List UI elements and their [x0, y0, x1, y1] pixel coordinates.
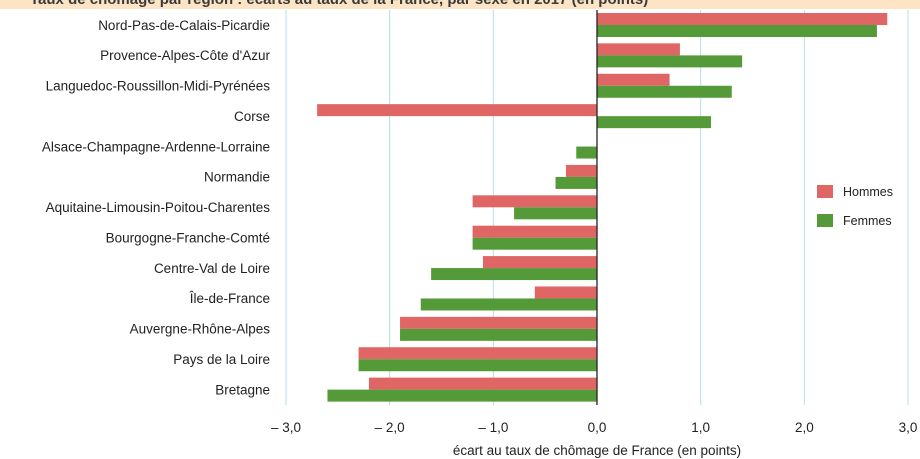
legend-label-hommes: Hommes	[843, 185, 893, 199]
category-label-5: Normandie	[204, 170, 270, 185]
x-tick-label-2: – 1,0	[478, 420, 508, 435]
category-label-12: Bretagne	[215, 382, 270, 397]
bar-hommes-12	[368, 377, 597, 390]
x-axis-label: écart au taux de chômage de France (en p…	[453, 443, 741, 458]
chart-title-band: Taux de chômage par région : écarts au t…	[0, 0, 920, 9]
x-tick-label-5: 2,0	[795, 420, 814, 435]
category-labels: Nord-Pas-de-Calais-Picardie Provence-Alpe…	[42, 18, 271, 398]
x-tick-label-1: – 2,0	[375, 420, 405, 435]
category-label-9: Île-de-France	[189, 291, 270, 306]
category-label-7: Bourgogne-Franche-Comté	[106, 230, 270, 245]
bar-femmes-12	[327, 389, 597, 402]
x-tick-label-0: – 3,0	[271, 420, 301, 435]
legend-swatch-femmes	[817, 214, 833, 227]
bar-hommes-5	[565, 164, 597, 177]
category-label-2: Languedoc-Roussillon-Midi-Pyrénées	[46, 79, 271, 94]
bars-layer	[317, 10, 888, 405]
x-tick-label-6: 3,0	[899, 420, 918, 435]
bar-hommes-1	[597, 43, 680, 56]
bar-hommes-11	[358, 347, 597, 360]
bar-femmes-10	[400, 328, 597, 341]
bar-femmes-3	[597, 116, 712, 129]
bar-femmes-8	[431, 268, 597, 281]
legend: Hommes Femmes	[817, 185, 893, 228]
legend-swatch-hommes	[817, 185, 833, 198]
grid-layer	[285, 10, 909, 405]
x-tick-label-4: 1,0	[691, 420, 710, 435]
bar-femmes-0	[597, 25, 877, 37]
legend-label-femmes: Femmes	[843, 214, 892, 228]
bar-femmes-1	[597, 55, 743, 68]
bar-femmes-2	[597, 85, 732, 98]
category-label-10: Auvergne-Rhône-Alpes	[130, 322, 271, 337]
x-tick-labels: – 3,0 – 2,0 – 1,0 0,0 1,0 2,0 3,0	[271, 420, 917, 435]
bar-hommes-9	[534, 286, 597, 299]
bar-femmes-11	[358, 359, 597, 372]
bar-hommes-10	[400, 316, 597, 329]
bar-femmes-9	[420, 298, 597, 311]
bar-hommes-0	[597, 13, 888, 25]
bar-femmes-7	[472, 237, 597, 250]
category-label-11: Pays de la Loire	[173, 352, 270, 367]
category-label-0: Nord-Pas-de-Calais-Picardie	[98, 18, 270, 33]
category-label-8: Centre-Val de Loire	[154, 261, 270, 276]
bar-hommes-6	[472, 195, 597, 208]
bar-femmes-5	[555, 176, 597, 189]
category-label-3: Corse	[234, 109, 270, 124]
bar-femmes-6	[514, 207, 597, 220]
x-tick-label-3: 0,0	[588, 420, 607, 435]
bar-hommes-2	[597, 73, 670, 86]
bar-hommes-7	[472, 225, 597, 238]
category-label-1: Provence-Alpes-Côte d'Azur	[100, 48, 270, 63]
category-label-4: Alsace-Champagne-Ardenne-Lorraine	[42, 139, 270, 154]
bar-hommes-8	[482, 256, 597, 269]
category-label-6: Aquitaine-Limousin-Poitou-Charentes	[46, 200, 271, 215]
chart-title: Taux de chômage par région : écarts au t…	[30, 0, 648, 8]
bar-hommes-3	[317, 104, 597, 117]
bar-femmes-4	[576, 146, 597, 159]
